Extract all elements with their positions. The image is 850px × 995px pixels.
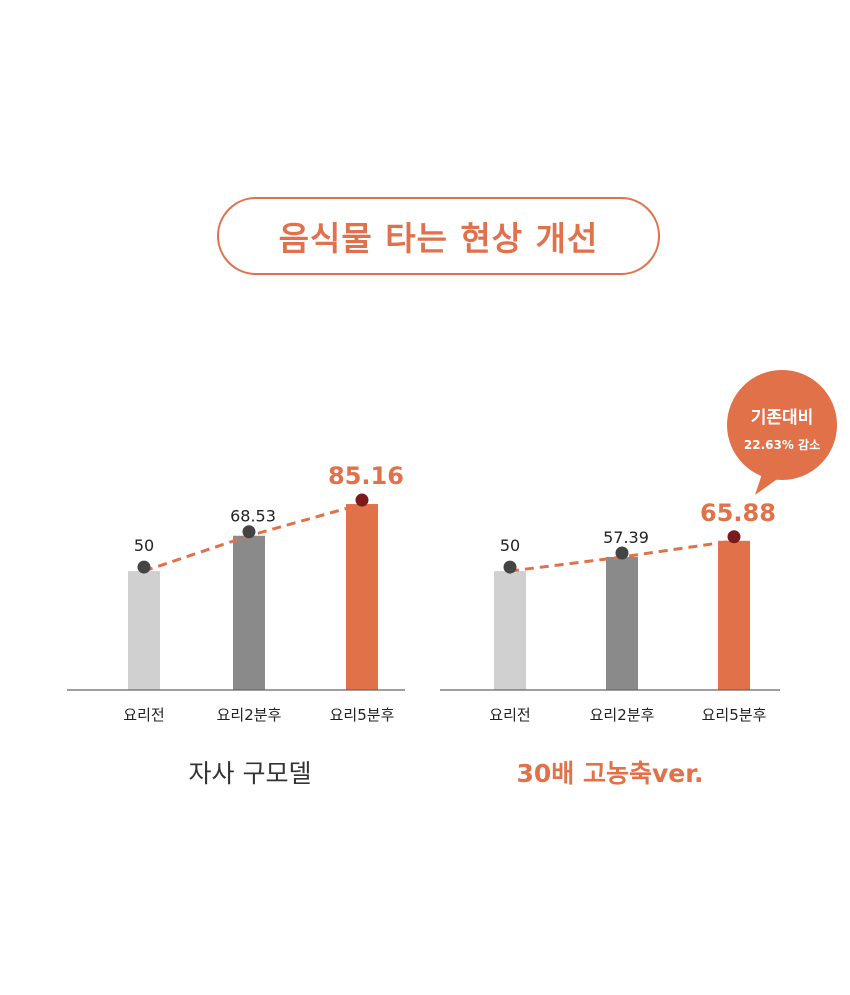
page-title: 음식물 타는 현상 개선 xyxy=(278,219,599,258)
data-label: 50 xyxy=(500,536,520,555)
data-point xyxy=(727,530,741,544)
data-label: 68.53 xyxy=(230,507,276,526)
bar-2 xyxy=(718,540,750,690)
data-point xyxy=(242,525,256,539)
data-label: 50 xyxy=(134,536,154,555)
bar-2 xyxy=(346,504,378,690)
data-point xyxy=(615,546,629,560)
x-tick-label: 요리2분후 xyxy=(217,706,282,724)
data-point xyxy=(355,493,369,507)
x-tick-label: 요리전 xyxy=(123,706,164,724)
bar-0 xyxy=(128,571,160,690)
chart-caption-new: 30배 고농축ver. xyxy=(516,759,704,788)
data-point xyxy=(137,560,151,574)
bar-1 xyxy=(233,535,265,690)
title-pill: 음식물 타는 현상 개선 xyxy=(217,197,660,275)
annotation-line2: 22.63% 감소 xyxy=(744,437,820,452)
data-label: 65.88 xyxy=(700,499,776,527)
data-label: 57.39 xyxy=(603,528,649,547)
data-point xyxy=(503,560,517,574)
bar-0 xyxy=(494,571,526,690)
annotation-line1: 기존대비 xyxy=(751,408,814,428)
annotation-bubble xyxy=(727,370,837,480)
data-label: 85.16 xyxy=(328,462,404,490)
chart-caption-old: 자사 구모델 xyxy=(188,759,312,788)
x-tick-label: 요리2분후 xyxy=(590,706,655,724)
x-tick-label: 요리5분후 xyxy=(702,706,767,724)
bar-1 xyxy=(606,556,638,690)
x-tick-label: 요리전 xyxy=(489,706,530,724)
x-tick-label: 요리5분후 xyxy=(330,706,395,724)
